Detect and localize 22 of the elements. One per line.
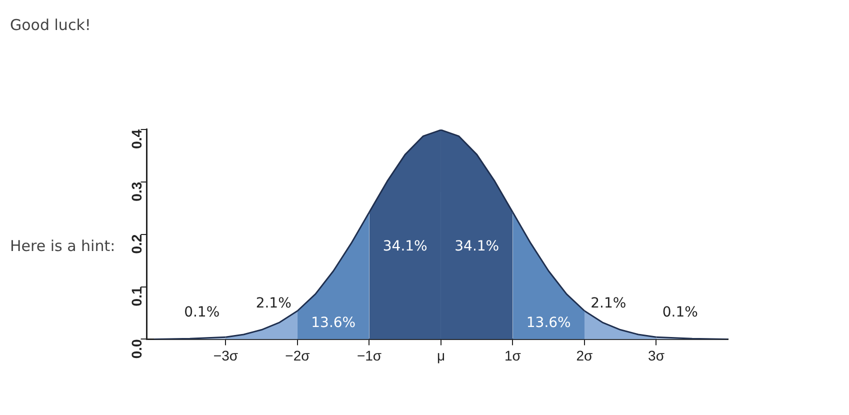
annotation: 34.1%: [454, 238, 500, 255]
x-tick-label: −2σ: [285, 347, 310, 364]
annotation: 0.1%: [662, 304, 698, 320]
y-tick-label: 0.1: [128, 286, 145, 306]
x-tick-label: 3σ: [648, 347, 665, 364]
y-tick-label: 0.3: [128, 182, 145, 202]
x-tick-label: 1σ: [504, 347, 522, 364]
y-tick-label: 0.4: [128, 129, 145, 149]
chart-title: Good luck!: [10, 16, 91, 34]
x-tick-label: 2σ: [576, 347, 594, 364]
x-tick-label: −3σ: [213, 347, 238, 364]
x-tick-label: −1σ: [356, 347, 382, 364]
y-tick-label: 0.2: [128, 234, 145, 254]
annotation: 13.6%: [526, 314, 571, 331]
annotation: 2.1%: [590, 295, 626, 312]
y-tick-label: 0.0: [128, 338, 145, 359]
x-tick-label: μ: [436, 347, 446, 364]
annotation: 13.6%: [311, 314, 356, 331]
annotation: 34.1%: [382, 238, 428, 255]
annotation: 2.1%: [256, 295, 292, 312]
annotation: 0.1%: [184, 304, 220, 320]
text: Here is a hint:: [10, 237, 116, 255]
